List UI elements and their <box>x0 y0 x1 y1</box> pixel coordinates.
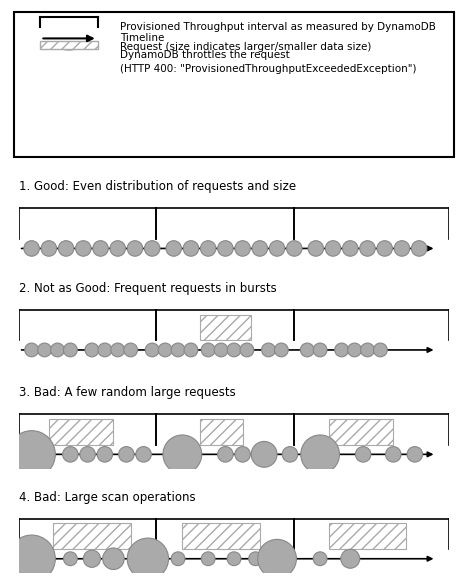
Ellipse shape <box>158 343 172 357</box>
Ellipse shape <box>227 552 241 565</box>
Circle shape <box>59 44 79 50</box>
Ellipse shape <box>166 241 182 256</box>
Ellipse shape <box>240 343 254 357</box>
Ellipse shape <box>183 241 199 256</box>
Ellipse shape <box>171 343 185 357</box>
Ellipse shape <box>184 343 198 357</box>
Text: 3. Bad: A few random large requests: 3. Bad: A few random large requests <box>19 386 235 399</box>
Ellipse shape <box>64 552 77 565</box>
Ellipse shape <box>411 241 427 256</box>
Text: 1. Good: Even distribution of requests and size: 1. Good: Even distribution of requests a… <box>19 180 296 193</box>
Ellipse shape <box>102 548 124 570</box>
Ellipse shape <box>341 549 360 568</box>
Ellipse shape <box>98 343 112 357</box>
Ellipse shape <box>218 241 233 256</box>
Ellipse shape <box>355 447 371 462</box>
Bar <box>329 523 406 549</box>
Ellipse shape <box>301 435 339 474</box>
Ellipse shape <box>300 343 314 357</box>
Ellipse shape <box>343 241 358 256</box>
Bar <box>329 419 393 445</box>
Ellipse shape <box>127 538 168 579</box>
Text: Provisioned Throughput interval as measured by DynamoDB: Provisioned Throughput interval as measu… <box>120 22 436 32</box>
Bar <box>199 419 242 445</box>
Ellipse shape <box>360 241 375 256</box>
Ellipse shape <box>85 343 99 357</box>
Ellipse shape <box>407 447 423 462</box>
Ellipse shape <box>251 441 277 467</box>
Ellipse shape <box>64 343 77 357</box>
Ellipse shape <box>218 447 233 462</box>
Ellipse shape <box>201 343 215 357</box>
Ellipse shape <box>200 241 216 256</box>
Ellipse shape <box>127 241 143 256</box>
Bar <box>199 314 251 340</box>
Ellipse shape <box>274 343 288 357</box>
Ellipse shape <box>377 241 393 256</box>
Ellipse shape <box>8 431 55 478</box>
Ellipse shape <box>313 343 327 357</box>
Ellipse shape <box>262 343 275 357</box>
Ellipse shape <box>97 447 113 462</box>
Ellipse shape <box>25 343 38 357</box>
Ellipse shape <box>201 552 215 565</box>
Ellipse shape <box>249 552 263 565</box>
Ellipse shape <box>394 241 410 256</box>
Ellipse shape <box>93 241 108 256</box>
Ellipse shape <box>171 552 185 565</box>
Ellipse shape <box>41 241 57 256</box>
Ellipse shape <box>83 550 101 567</box>
Bar <box>183 523 260 549</box>
Bar <box>49 419 113 445</box>
Ellipse shape <box>386 447 401 462</box>
Ellipse shape <box>163 435 202 474</box>
Ellipse shape <box>136 447 151 462</box>
Ellipse shape <box>286 241 302 256</box>
Ellipse shape <box>145 343 159 357</box>
Text: Request (size indicates larger/smaller data size): Request (size indicates larger/smaller d… <box>120 42 371 52</box>
Text: 2. Not as Good: Frequent requests in bursts: 2. Not as Good: Frequent requests in bur… <box>19 282 277 295</box>
Ellipse shape <box>373 343 388 357</box>
Ellipse shape <box>235 447 250 462</box>
Ellipse shape <box>252 241 268 256</box>
Ellipse shape <box>58 241 74 256</box>
Text: Timeline: Timeline <box>120 34 164 44</box>
Ellipse shape <box>51 343 65 357</box>
Ellipse shape <box>282 447 298 462</box>
Ellipse shape <box>118 447 134 462</box>
Ellipse shape <box>269 241 285 256</box>
Ellipse shape <box>110 241 125 256</box>
Ellipse shape <box>24 241 39 256</box>
Ellipse shape <box>258 539 296 578</box>
Bar <box>53 523 131 549</box>
Text: DynamoDB throttles the request
(HTTP 400: "ProvisionedThroughputExceededExceptio: DynamoDB throttles the request (HTTP 400… <box>120 50 416 74</box>
Ellipse shape <box>37 343 51 357</box>
Ellipse shape <box>124 343 138 357</box>
Text: 4. Bad: Large scan operations: 4. Bad: Large scan operations <box>19 491 195 503</box>
Ellipse shape <box>348 343 361 357</box>
Ellipse shape <box>335 343 349 357</box>
Ellipse shape <box>360 343 374 357</box>
Ellipse shape <box>313 552 327 565</box>
Ellipse shape <box>8 535 55 580</box>
Ellipse shape <box>75 241 91 256</box>
Ellipse shape <box>80 447 95 462</box>
Ellipse shape <box>227 343 241 357</box>
Ellipse shape <box>111 343 124 357</box>
Ellipse shape <box>63 447 78 462</box>
Ellipse shape <box>145 241 160 256</box>
Ellipse shape <box>325 241 341 256</box>
Ellipse shape <box>214 343 228 357</box>
Ellipse shape <box>235 241 250 256</box>
Bar <box>40 41 98 49</box>
Ellipse shape <box>308 241 323 256</box>
